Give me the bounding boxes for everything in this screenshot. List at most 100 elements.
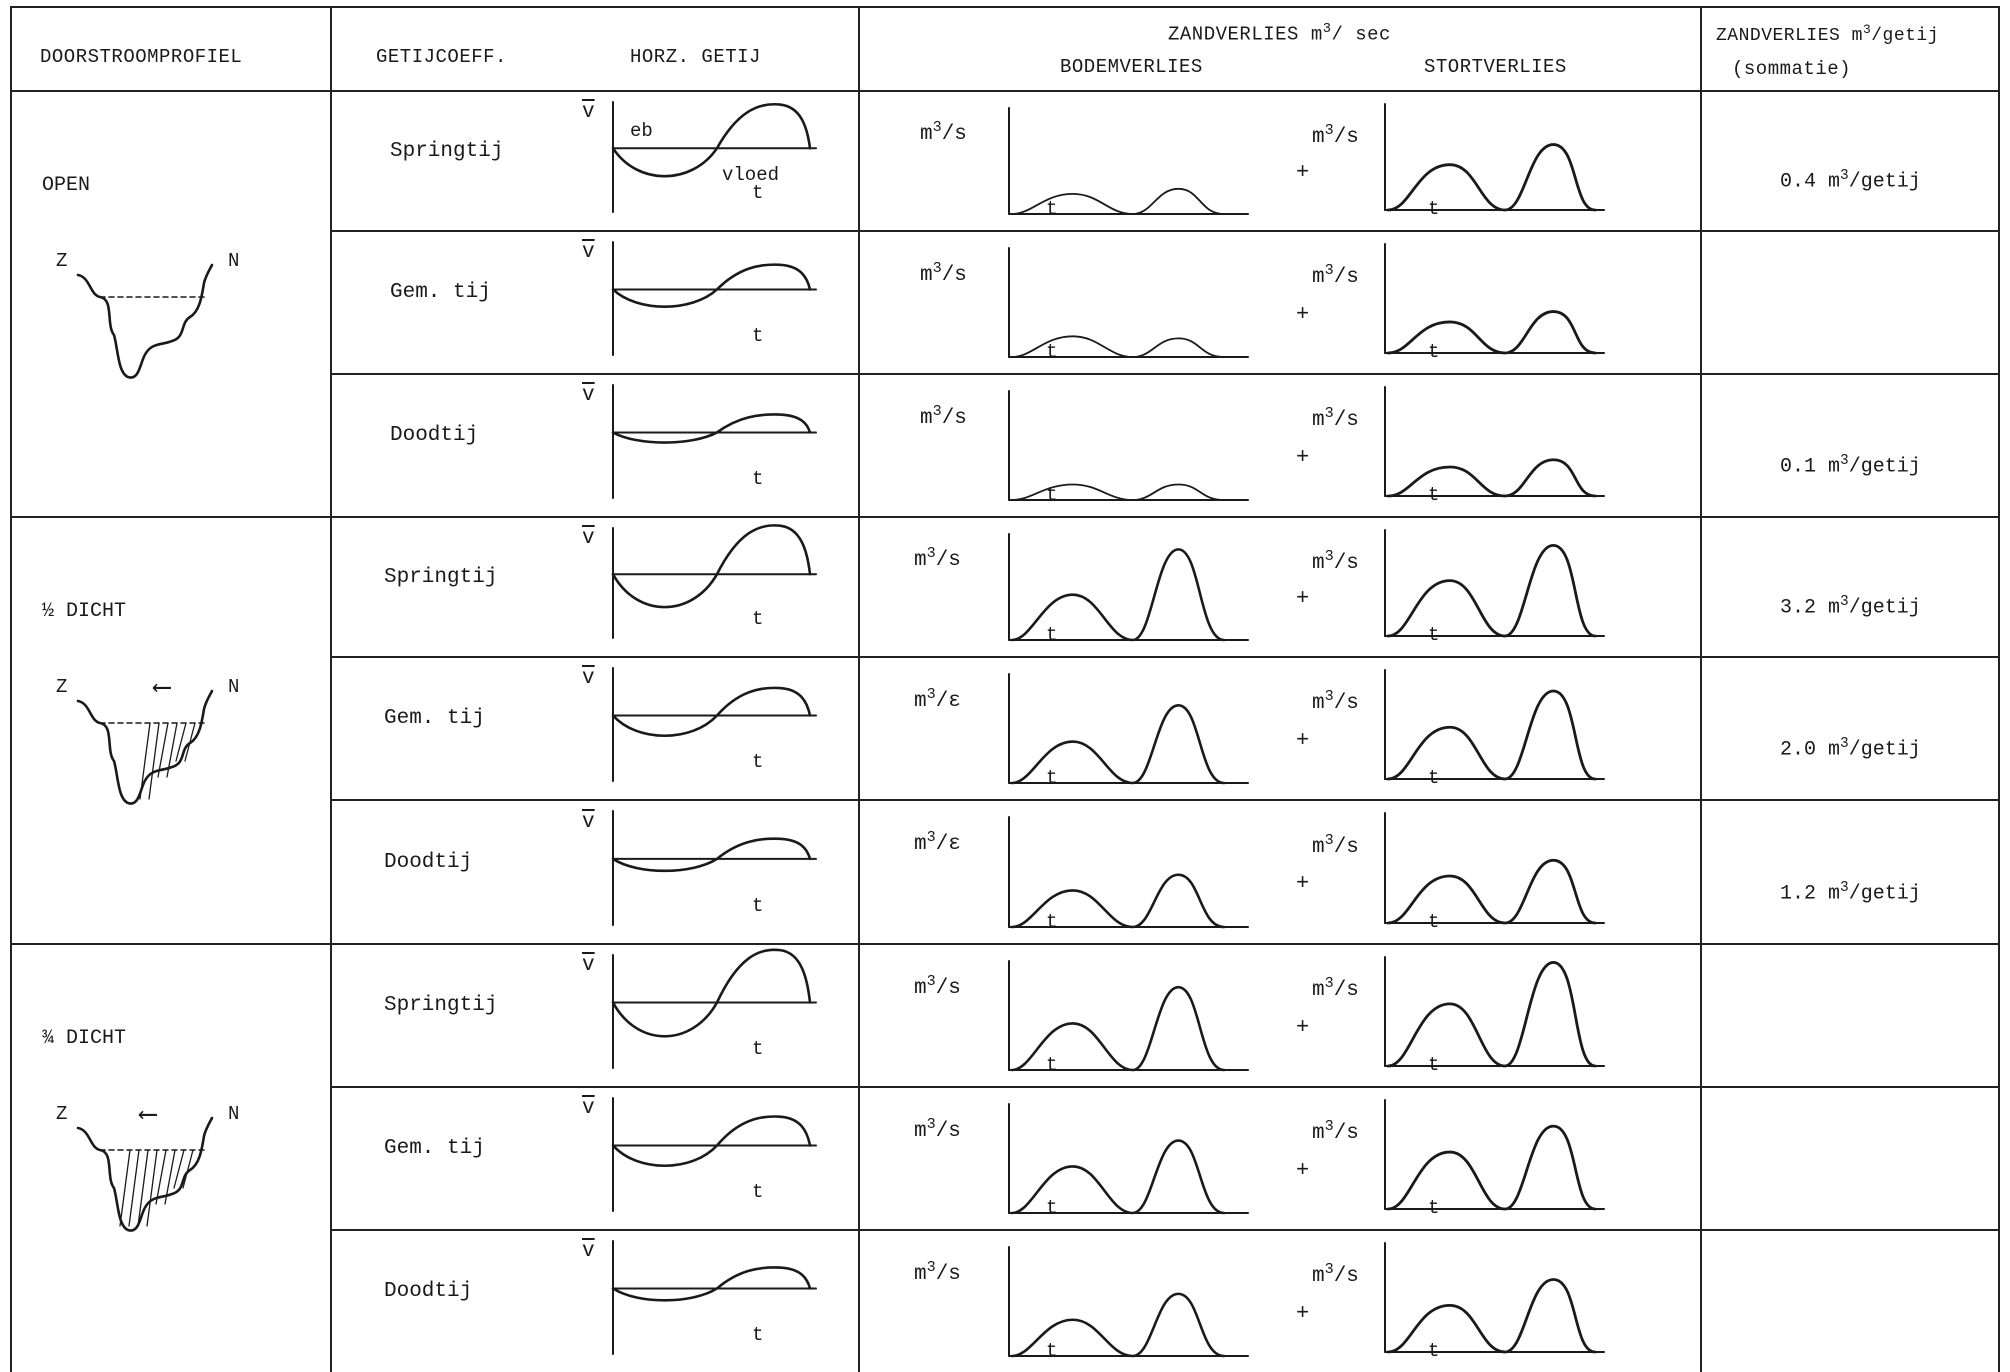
flow-arrow: ⟵ [140, 1099, 156, 1130]
flood-label: vloed [722, 164, 779, 186]
stort-time-label: t [1428, 767, 1439, 789]
bodem-loss-chart [1008, 533, 1249, 642]
unit-m: m [914, 1263, 927, 1286]
stort-time-label: t [1428, 341, 1439, 363]
unit-exp: 3 [1324, 547, 1334, 565]
group-label: ¾ DICHT [42, 1027, 126, 1050]
bodem-loss-chart [1008, 1246, 1249, 1358]
bodem-loss-chart [1008, 816, 1249, 929]
unit-m: m [914, 549, 927, 572]
hatch-line [173, 1149, 185, 1189]
tide-velocity-chart [611, 524, 817, 639]
header-coeff-label: GETIJCOEFF. [376, 46, 507, 68]
ebb-label-text: eb [630, 120, 653, 142]
stort-unit-label: m3/s [1312, 831, 1359, 859]
time-symbol: t [1428, 198, 1440, 220]
plus-sign: + [1296, 160, 1309, 185]
group-label: OPEN [42, 174, 90, 197]
time-symbol: t [752, 1181, 764, 1203]
unit-per-s: /s [1333, 126, 1359, 149]
stort-loss-chart [1384, 386, 1605, 498]
stort-loss-chart [1384, 812, 1605, 925]
hatch-line [157, 722, 169, 778]
total-per-tide: 1.2 m3/getij [1780, 880, 1921, 906]
cross-section-n-label: N [228, 676, 239, 698]
header-sommatie: (sommatie) [1732, 58, 1851, 80]
unit-per-s: /s [1333, 266, 1359, 289]
time-symbol: t [752, 751, 764, 773]
header-zand-sec-unit: m [1310, 23, 1323, 46]
bodem-unit-label: m3/s [920, 402, 967, 430]
bodem-time-label: t [1046, 624, 1057, 646]
hatch-line [128, 1149, 140, 1227]
unit-m: m [914, 1120, 927, 1143]
tide-velocity-curve [611, 102, 812, 178]
unit-per-s: /s [1333, 692, 1359, 715]
v-axis-label: v [582, 667, 595, 690]
unit-m: m [1312, 836, 1325, 859]
total-unit: /getij [1848, 882, 1921, 906]
tide-label-text: Gem. tij [384, 1137, 485, 1160]
tide-label-text: Doodtij [390, 424, 479, 447]
tide-label: Springtij [384, 994, 497, 1017]
total-unit-exp: 3 [1840, 880, 1849, 896]
time-symbol: t [1046, 198, 1058, 220]
flow-arrow: ⟵ [154, 672, 170, 703]
plus-sign: + [1296, 302, 1309, 327]
total-unit-m: m [1828, 738, 1841, 762]
group-label: ½ DICHT [42, 600, 126, 623]
unit-per-s: /s [935, 977, 961, 1000]
total-unit: /getij [1848, 596, 1921, 620]
total-per-tide: 0.4 m3/getij [1780, 168, 1921, 194]
bodem-loss-curve [1010, 1292, 1226, 1358]
time-symbol: t [1428, 341, 1440, 363]
time-symbol: t [1428, 1340, 1440, 1362]
total-value: 0.1 [1780, 455, 1817, 479]
hatch-line [182, 1149, 194, 1189]
header-zand-getij-unit: /getij [1871, 26, 1940, 46]
n-label: N [228, 676, 240, 698]
group-label-text: ¾ DICHT [42, 1027, 127, 1050]
header-zand-getij-label: ZANDVERLIES m [1716, 26, 1863, 46]
unit-exp: 3 [1324, 687, 1334, 705]
stort-unit-label: m3/s [1312, 404, 1359, 432]
tide-label-text: Springtij [390, 140, 504, 163]
unit-m: m [920, 407, 933, 430]
unit-exp: 3 [926, 828, 936, 846]
row-divider [330, 656, 1998, 658]
table-border-top [10, 6, 1998, 8]
unit-m: m [920, 264, 933, 287]
group-label-text: ½ DICHT [42, 600, 127, 623]
tide-time-label: t [752, 325, 763, 347]
unit-per-s: /ε [935, 690, 961, 713]
bodem-unit-label: m3/s [914, 1258, 961, 1286]
column-divider [1700, 6, 1702, 1372]
bodem-loss-chart [1008, 390, 1249, 501]
tide-velocity-chart [611, 667, 817, 782]
tide-label: Doodtij [384, 1280, 472, 1303]
header-profile-label: DOORSTROOMPROFIEL [40, 46, 243, 68]
unit-m: m [920, 123, 933, 146]
bodem-unit-label: m3/s [914, 1115, 961, 1143]
unit-per-s: /s [1333, 552, 1359, 575]
bodem-unit-label: m3/s [920, 118, 967, 146]
tide-velocity-curve [611, 1266, 812, 1302]
v-axis-label: v [582, 101, 595, 124]
unit-m: m [1312, 552, 1325, 575]
v-axis-label: v [582, 527, 595, 550]
row-divider [330, 1086, 1998, 1088]
tide-time-label: t [752, 895, 763, 917]
header-sommatie-label: (sommatie) [1732, 58, 1852, 80]
group-divider [10, 516, 1998, 518]
unit-exp: 3 [932, 402, 942, 420]
stort-unit-label: m3/s [1312, 1260, 1359, 1288]
stort-time-label: t [1428, 1340, 1439, 1362]
stort-time-label: t [1428, 1197, 1439, 1219]
cross-section-z-label: Z [56, 1103, 67, 1125]
stort-time-label: t [1428, 484, 1439, 506]
header-stort-label: STORTVERLIES [1424, 56, 1567, 78]
bodem-unit-label: m3/ε [914, 828, 961, 856]
v-axis-symbol: v [582, 101, 595, 124]
stort-time-label: t [1428, 624, 1439, 646]
tide-label: Springtij [390, 140, 503, 163]
